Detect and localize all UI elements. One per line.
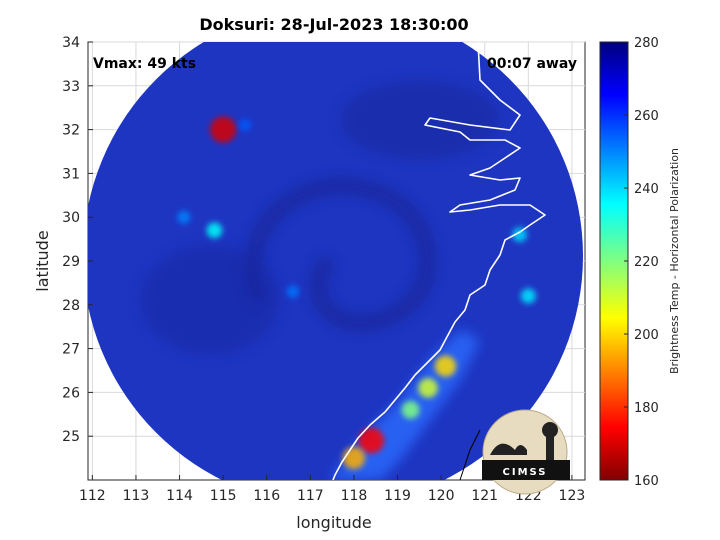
warm-feature: [206, 222, 223, 239]
y-tick-label: 28: [62, 298, 80, 314]
logo-banner: [482, 460, 570, 480]
y-tick-label: 29: [62, 254, 80, 270]
x-tick-label: 113: [123, 488, 150, 504]
logo-text: CIMSS: [503, 467, 548, 478]
x-axis-label: longitude: [296, 513, 371, 532]
taiwan-coast: [459, 429, 481, 480]
warm-feature: [434, 355, 457, 377]
colorbar-tick-label: 240: [634, 182, 659, 197]
warm-feature: [358, 427, 385, 454]
y-tick-label: 26: [62, 385, 80, 401]
warm-feature: [209, 116, 237, 143]
warm-feature: [238, 119, 252, 132]
colorbar-tick-label: 260: [634, 109, 659, 124]
x-tick-label: 118: [341, 488, 368, 504]
warm-feature: [286, 285, 300, 298]
y-tick-label: 30: [62, 210, 80, 226]
x-tick-label: 112: [79, 488, 106, 504]
y-tick-label: 32: [62, 123, 80, 139]
cimss-logo: CIMSS: [482, 409, 570, 495]
figure-title: Doksuri: 28-Jul-2023 18:30:00: [199, 15, 468, 34]
colorbar-label: Brightness Temp - Horizontal Polarizatio…: [668, 148, 681, 374]
warm-feature: [401, 400, 420, 419]
x-tick-label: 121: [471, 488, 498, 504]
colorbar-tick-label: 180: [634, 401, 659, 416]
dark-region: [340, 80, 500, 160]
warm-features: [177, 116, 536, 470]
swath-layer: [88, 42, 583, 480]
satellite-dish-icon: [490, 443, 527, 455]
y-tick-label: 27: [62, 342, 80, 358]
tower-icon: [546, 428, 554, 460]
x-tick-label: 120: [428, 488, 455, 504]
y-axis-label: latitude: [33, 230, 52, 291]
x-tick-label: 114: [166, 488, 193, 504]
colorbar: 160 180 200 220 240 260 280 Brightness Temp - …: [599, 36, 681, 489]
x-tick-label: 119: [384, 488, 411, 504]
warm-feature: [177, 210, 191, 224]
tower-tank-icon: [542, 422, 558, 438]
x-tick-label: 117: [297, 488, 324, 504]
warm-feature: [342, 447, 366, 470]
coastline: [332, 42, 546, 480]
x-tick-label: 115: [210, 488, 237, 504]
x-tick-label: 116: [253, 488, 280, 504]
y-tick-label: 34: [62, 35, 80, 51]
dark-region: [140, 245, 280, 355]
y-tick-label: 31: [62, 166, 80, 182]
colorbar-tick-label: 280: [634, 36, 659, 51]
colorbar-gradient: [599, 41, 629, 481]
x-tick-label: 123: [559, 488, 586, 504]
y-tick-label: 25: [62, 429, 80, 445]
warm-feature: [512, 227, 527, 243]
vmax-label: Vmax: 49 kts: [93, 56, 196, 72]
colorbar-ticks: 160 180 200 220 240 260 280: [624, 36, 659, 489]
warm-feature: [418, 378, 438, 398]
y-axis-ticks: 25 26 27 28 29 30 31 32 33 34: [62, 35, 93, 445]
colorbar-tick-label: 220: [634, 255, 659, 270]
time-offset-label: 00:07 away: [487, 56, 577, 72]
y-tick-label: 33: [62, 79, 80, 95]
colorbar-tick-label: 160: [634, 474, 659, 489]
spiral-band: [244, 177, 437, 332]
colorbar-tick-label: 200: [634, 328, 659, 343]
warm-feature: [520, 288, 536, 304]
